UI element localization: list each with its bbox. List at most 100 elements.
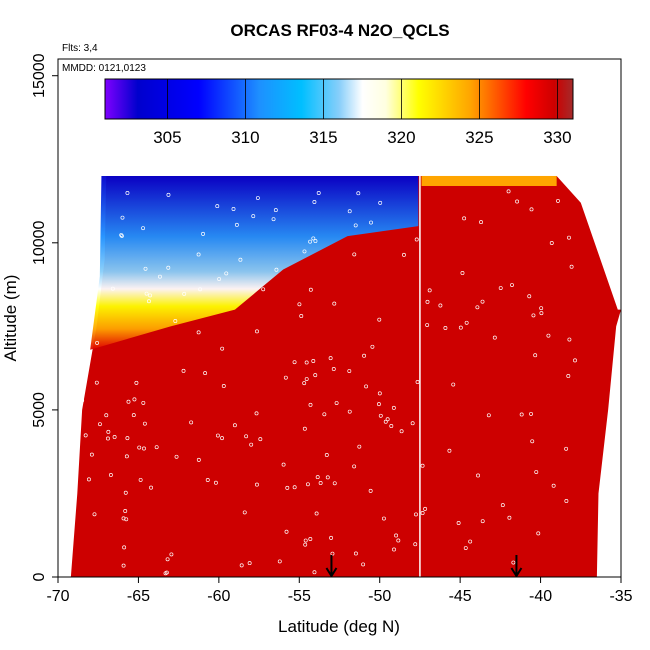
sample-point [189,420,194,425]
sample-point [196,330,201,335]
sample-point [536,531,541,536]
sample-point [239,563,244,568]
sample-point [232,423,237,428]
sample-point [174,454,179,459]
sample-point [352,252,357,257]
sample-point [427,288,432,293]
sample-point [254,411,259,416]
sample-point [378,200,383,205]
sample-point [347,209,352,214]
sample-point [196,457,201,462]
sample-point [451,382,456,387]
sample-point [331,367,336,371]
sample-point [110,286,115,291]
sample-point [124,454,129,459]
sample-point [463,546,468,550]
sample-point [539,311,544,316]
sample-point [261,287,266,292]
sample-point [125,436,130,441]
sample-point [292,485,297,490]
x-tick-label: -50 [368,588,391,605]
sample-point [123,509,128,513]
dates-note: MMDD: 0121,0123 [62,63,146,74]
sample-point [383,419,388,424]
sample-point [352,464,357,469]
sample-point [142,446,146,451]
sample-point [166,265,171,270]
sample-point [415,379,420,384]
sample-point [131,413,136,418]
colorbar-tick-label: 330 [543,128,571,147]
sample-point [247,561,252,566]
colorbar-tick-label: 320 [387,128,415,147]
sample-point [137,445,142,450]
sample-point [377,391,382,396]
sample-point [312,570,317,575]
sample-point [134,380,139,385]
sample-point [83,433,88,438]
sample-point [420,463,425,468]
sample-point [539,306,544,311]
sample-point [106,436,110,441]
sample-point [238,257,243,262]
sample-point [515,199,520,204]
sample-point [567,337,572,342]
sample-point [410,421,415,426]
sample-point [106,429,111,434]
sample-point [313,373,318,378]
sample-point [302,249,307,254]
sample-point [92,512,97,517]
sample-point [510,283,514,287]
sample-point [313,238,318,243]
sample-point [221,384,226,388]
sample-point [357,444,362,449]
plot-area [70,175,621,577]
flights-note: Flts: 3,4 [62,43,98,54]
plot-frame [57,58,622,578]
sample-point [362,353,367,358]
sample-point [381,516,386,521]
sample-point [546,333,551,338]
sample-point [468,539,473,544]
sample-point [251,214,256,219]
sample-point [314,511,319,516]
sample-point [284,529,289,534]
sample-point [423,506,428,511]
sample-point [479,220,484,225]
sample-point [462,216,467,221]
sample-point [534,470,539,474]
sample-point [308,239,313,244]
sample-point [347,409,352,414]
x-tick-label: -65 [127,588,150,605]
sample-point [173,318,178,323]
sample-point [95,340,100,345]
sample-point [460,271,465,275]
arrow-head [325,567,338,577]
sample-point [165,557,170,562]
sample-point [311,236,316,241]
sample-point [385,417,390,422]
sample-point [273,208,278,213]
sample-point [376,402,381,407]
y-tick-label: 5000 [31,392,48,428]
sample-point [149,485,153,490]
sample-point [308,402,313,407]
x-tick-label: -60 [207,588,230,605]
sample-point [119,233,124,238]
sample-point [399,429,404,434]
sample-point [511,560,516,565]
sample-point [425,323,430,327]
sample-point [324,452,329,457]
sample-point [249,442,254,447]
sample-point [569,264,574,269]
sample-point [573,358,577,363]
sample-point [364,384,369,389]
y-tick-label: 0 [31,572,48,581]
sample-point [507,515,512,520]
sample-point [318,480,323,485]
sample-point [104,413,109,418]
sample-point [220,346,225,351]
sample-point [425,299,430,304]
sample-point [302,426,307,431]
sample-point [274,267,279,272]
